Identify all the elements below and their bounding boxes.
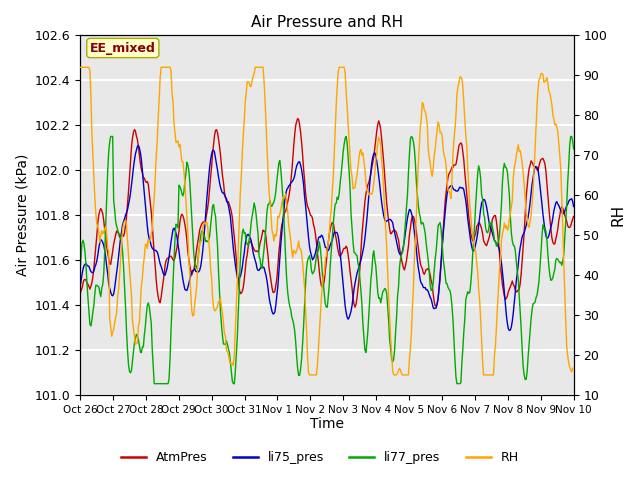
AtmPres (372, 137, 380, 143)
Title: Air Pressure and RH: Air Pressure and RH (251, 15, 403, 30)
AtmPres (570, 214, 577, 219)
X-axis label: Time: Time (310, 418, 344, 432)
li75_pres (134, 143, 142, 148)
li75_pres (315, 235, 323, 241)
AtmPres (351, 304, 359, 310)
Text: EE_mixed: EE_mixed (90, 41, 156, 55)
li77_pres (316, 239, 323, 245)
li77_pres (483, 229, 490, 235)
li75_pres (344, 316, 352, 322)
Line: RH: RH (80, 67, 573, 375)
RH (306, 372, 314, 378)
li77_pres (372, 263, 380, 269)
AtmPres (483, 243, 490, 249)
AtmPres (312, 231, 319, 237)
Y-axis label: RH: RH (610, 204, 625, 226)
li75_pres (570, 204, 577, 209)
li77_pres (345, 168, 353, 174)
li77_pres (150, 381, 158, 386)
li77_pres (312, 253, 320, 259)
li75_pres (560, 210, 568, 216)
li77_pres (570, 146, 577, 152)
RH (371, 171, 379, 177)
AtmPres (560, 209, 568, 215)
AtmPres (294, 116, 301, 121)
RH (559, 224, 566, 230)
Line: li75_pres: li75_pres (80, 145, 573, 330)
li77_pres (560, 252, 568, 258)
li77_pres (76, 269, 84, 275)
RH (344, 121, 352, 127)
RH (312, 372, 319, 378)
Y-axis label: Air Pressure (kPa): Air Pressure (kPa) (15, 154, 29, 276)
Line: AtmPres: AtmPres (80, 119, 573, 307)
li75_pres (482, 200, 490, 205)
RH (315, 345, 323, 351)
li75_pres (506, 327, 513, 333)
AtmPres (76, 292, 84, 298)
li77_pres (107, 133, 115, 139)
RH (482, 372, 490, 378)
Line: li77_pres: li77_pres (80, 136, 573, 384)
AtmPres (344, 252, 352, 258)
Legend: AtmPres, li75_pres, li77_pres, RH: AtmPres, li75_pres, li77_pres, RH (116, 446, 524, 469)
RH (570, 365, 577, 371)
RH (76, 64, 84, 70)
li75_pres (371, 150, 379, 156)
li75_pres (76, 284, 84, 289)
AtmPres (315, 259, 323, 264)
li75_pres (312, 251, 319, 256)
